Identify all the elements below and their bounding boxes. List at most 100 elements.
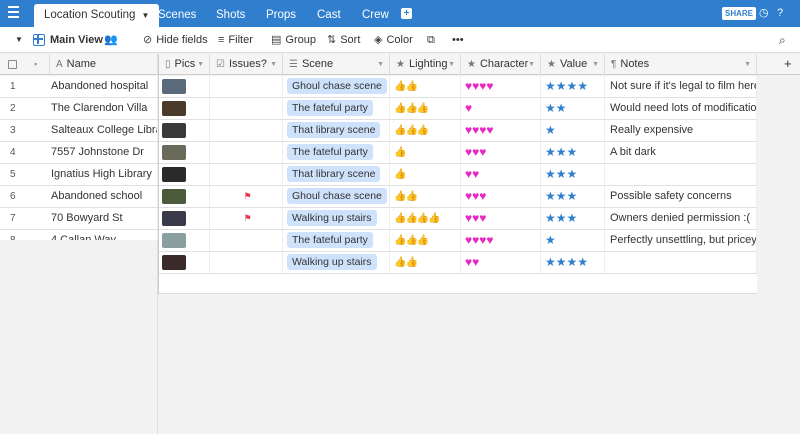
notes-cell[interactable]: Really expensive [605,120,757,141]
lighting-rating[interactable]: 👍👍👍 [394,103,429,114]
row-number[interactable]: 7 [10,213,16,224]
value-cell[interactable]: ★★★ [541,142,605,163]
pics-cell[interactable] [159,120,210,141]
scene-cell[interactable]: Ghoul chase scene [283,76,390,97]
view-name[interactable]: Main View [50,34,103,46]
scene-link-pill[interactable]: Walking up stairs [287,254,377,270]
name-cell[interactable]: Salteaux College Library [50,120,158,141]
character-rating[interactable]: ♥♥♥ [465,145,487,159]
lighting-rating[interactable]: 👍👍 [394,257,418,268]
notes-cell[interactable]: Perfectly unsettling, but pricey [605,230,757,251]
pics-cell[interactable] [159,98,210,119]
scene-cell[interactable]: Ghoul chase scene [283,186,390,207]
table-row[interactable]: 3 Salteaux College Library That library sc… [0,120,757,142]
lighting-rating[interactable]: 👍👍👍👍 [394,213,441,224]
scene-cell[interactable]: Walking up stairs [283,252,390,273]
pics-cell[interactable] [159,230,210,251]
row-number[interactable]: 2 [10,103,16,114]
select-all-header[interactable]: ▪ [0,54,50,75]
photo-thumbnail[interactable] [162,233,186,248]
chevron-down-icon[interactable]: ▼ [15,35,23,44]
pics-cell[interactable] [159,142,210,163]
character-cell[interactable]: ♥♥ [461,164,541,185]
column-header-lighting[interactable]: ★ Lighting ▼ [390,54,461,75]
chevron-down-icon[interactable]: ▼ [744,61,751,68]
notes-cell[interactable] [605,164,757,185]
value-cell[interactable]: ★★ [541,98,605,119]
value-cell[interactable]: ★ [541,120,605,141]
name-cell[interactable]: Ignatius High Library [50,164,158,185]
share-button[interactable]: SHARE [722,7,757,20]
value-rating[interactable]: ★★★ [545,189,578,203]
character-cell[interactable]: ♥ [461,98,541,119]
sort-button[interactable]: ⇅ Sort [327,33,360,47]
notes-cell[interactable]: A bit dark [605,142,757,163]
chevron-down-icon[interactable]: ▼ [448,61,455,68]
character-cell[interactable]: ♥♥♥♥ [461,120,541,141]
issues-cell[interactable] [210,164,283,185]
issues-cell[interactable]: ⚑ [210,208,283,229]
name-cell[interactable]: Abandoned hospital [50,76,158,97]
table-row[interactable]: 7 70 Bowyard St ⚑ Walking up stairs 👍👍👍👍 ♥♥♥ ★… [0,208,757,230]
character-rating[interactable]: ♥♥♥♥ [465,123,494,137]
select-all-checkbox[interactable] [8,59,17,69]
tab-location-scouting[interactable]: Location Scouting ▼ [34,4,160,27]
issues-cell[interactable] [210,120,283,141]
lighting-cell[interactable]: 👍👍 [390,252,461,273]
value-rating[interactable]: ★ [545,123,556,137]
value-cell[interactable]: ★★★★ [541,76,605,97]
value-rating[interactable]: ★★★★ [545,79,589,93]
scene-cell[interactable]: Walking up stairs [283,208,390,229]
pics-cell[interactable] [159,164,210,185]
row-number[interactable]: 4 [10,147,16,158]
pics-cell[interactable] [159,76,210,97]
table-row[interactable]: 2 The Clarendon Villa The fateful party 👍👍👍… [0,98,757,120]
table-row[interactable]: 5 Ignatius High Library That library scene… [0,164,757,186]
tab-crew[interactable]: Crew [362,9,389,21]
pics-cell[interactable] [159,186,210,207]
photo-thumbnail[interactable] [162,79,186,94]
history-icon[interactable]: ◷ [759,7,769,19]
lighting-cell[interactable]: 👍👍 [390,186,461,207]
name-cell[interactable]: 7557 Johnstone Dr [50,142,158,163]
scene-cell[interactable]: That library scene [283,164,390,185]
help-icon[interactable]: ? [777,7,784,19]
column-header-character[interactable]: ★ Character ▼ [461,54,541,75]
value-rating[interactable]: ★ [545,233,556,247]
table-row[interactable]: 1 Abandoned hospital Ghoul chase scene 👍👍 ♥♥… [0,76,757,98]
lighting-cell[interactable]: 👍👍 [390,76,461,97]
scene-link-pill[interactable]: Ghoul chase scene [287,78,387,94]
value-rating[interactable]: ★★★★ [545,255,589,269]
column-header-issues[interactable]: ☑ Issues? ▼ [210,54,283,75]
value-rating[interactable]: ★★★ [545,211,578,225]
name-cell[interactable]: 70 Bowyard St [50,208,158,229]
character-rating[interactable]: ♥♥♥ [465,189,487,203]
row-number[interactable]: 6 [10,191,16,202]
issues-cell[interactable] [210,230,283,251]
issues-cell[interactable] [210,98,283,119]
pics-cell[interactable] [159,252,210,273]
table-row[interactable]: 6 Abandoned school ⚑ Ghoul chase scene 👍👍 ♥♥♥… [0,186,757,208]
photo-thumbnail[interactable] [162,145,186,160]
menu-icon[interactable] [8,6,24,20]
character-rating[interactable]: ♥♥♥ [465,211,487,225]
scene-link-pill[interactable]: That library scene [287,166,381,182]
group-button[interactable]: ▤ Group [271,33,316,47]
issues-cell[interactable]: ⚑ [210,186,283,207]
tab-props[interactable]: Props [266,9,297,21]
chevron-down-icon[interactable]: ▼ [141,11,150,20]
character-rating[interactable]: ♥♥ [465,255,480,269]
lighting-cell[interactable]: 👍 [390,164,461,185]
scene-cell[interactable]: The fateful party [283,230,390,251]
photo-thumbnail[interactable] [162,189,186,204]
photo-thumbnail[interactable] [162,167,186,182]
add-table-icon[interactable]: + [401,8,412,19]
photo-thumbnail[interactable] [162,255,186,270]
table-row[interactable]: 4 7557 Johnstone Dr The fateful party 👍 ♥♥♥ ★… [0,142,757,164]
notes-cell[interactable]: Would need lots of modification [605,98,757,119]
scene-link-pill[interactable]: The fateful party [287,232,373,248]
value-cell[interactable]: ★★★ [541,208,605,229]
scene-cell[interactable]: The fateful party [283,98,390,119]
issues-cell[interactable] [210,142,283,163]
value-rating[interactable]: ★★★ [545,167,578,181]
